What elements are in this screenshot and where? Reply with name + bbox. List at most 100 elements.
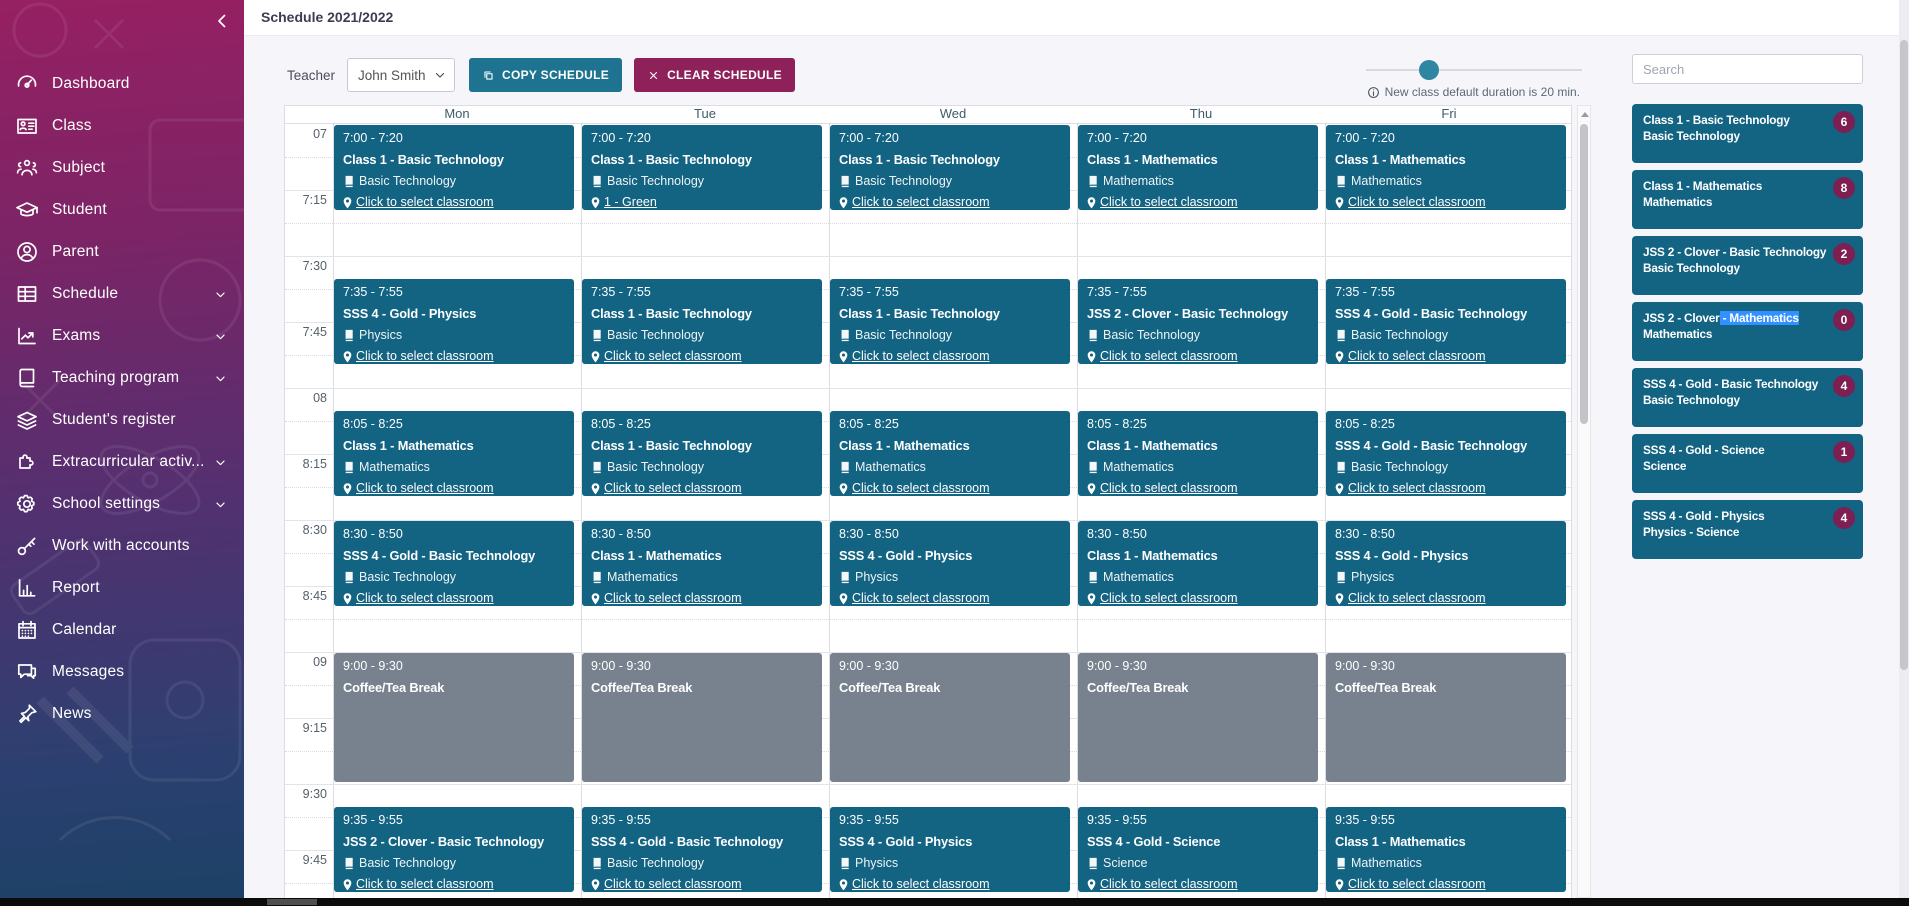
calendar-scrollbar-thumb[interactable]: [1580, 124, 1588, 424]
class-card[interactable]: JSS 2 - Clover - Mathematics Mathematics 0: [1632, 302, 1863, 361]
event-card[interactable]: 7:00 - 7:20 Class 1 - Mathematics Mathemat…: [1078, 125, 1318, 210]
event-card[interactable]: 8:30 - 8:50 SSS 4 - Gold - Basic Technolo…: [334, 521, 574, 606]
classroom-link[interactable]: Click to select classroom: [1087, 876, 1309, 892]
calendar-scrollbar[interactable]: [1577, 105, 1591, 898]
classroom-link[interactable]: Click to select classroom: [591, 876, 813, 892]
page-scrollbar[interactable]: [1899, 0, 1909, 898]
search-input[interactable]: [1632, 54, 1863, 84]
sidebar-item-school-settings[interactable]: School settings: [0, 483, 244, 525]
sidebar-item-schedule[interactable]: Schedule: [0, 273, 244, 315]
event-subject: Basic Technology: [343, 854, 565, 872]
event-card[interactable]: 9:35 - 9:55 SSS 4 - Gold - Science Science…: [1078, 807, 1318, 892]
class-card[interactable]: SSS 4 - Gold - Physics Physics - Science 4: [1632, 500, 1863, 559]
classroom-link[interactable]: Click to select classroom: [839, 480, 1061, 496]
sidebar-item-news[interactable]: News: [0, 693, 244, 735]
event-card[interactable]: 8:30 - 8:50 Class 1 - Mathematics Mathemat…: [1078, 521, 1318, 606]
sidebar-item-parent[interactable]: Parent: [0, 231, 244, 273]
event-card[interactable]: 7:00 - 7:20 Class 1 - Basic Technology Bas…: [582, 125, 822, 210]
sidebar-item-exams[interactable]: Exams: [0, 315, 244, 357]
scroll-up-arrow-icon[interactable]: [1581, 112, 1589, 117]
class-card[interactable]: Class 1 - Mathematics Mathematics 8: [1632, 170, 1863, 229]
classroom-link[interactable]: Click to select classroom: [839, 590, 1061, 606]
event-card[interactable]: 8:30 - 8:50 Class 1 - Mathematics Mathemat…: [582, 521, 822, 606]
classroom-link[interactable]: Click to select classroom: [1087, 590, 1309, 606]
sidebar-item-class[interactable]: Class: [0, 105, 244, 147]
page-scrollbar-thumb[interactable]: [1900, 40, 1908, 670]
sidebar-item-extracurricular-activ[interactable]: Extracurricular activ...: [0, 441, 244, 483]
event-card[interactable]: 8:05 - 8:25 Class 1 - Basic Technology Bas…: [582, 411, 822, 496]
classroom-link[interactable]: Click to select classroom: [1335, 194, 1557, 210]
event-title: SSS 4 - Gold - Physics: [839, 548, 973, 563]
classroom-link[interactable]: Click to select classroom: [343, 194, 565, 210]
event-card[interactable]: 7:35 - 7:55 JSS 2 - Clover - Basic Techno…: [1078, 279, 1318, 364]
classroom-link[interactable]: Click to select classroom: [591, 480, 813, 496]
event-title: Class 1 - Mathematics: [343, 438, 474, 453]
event-card[interactable]: 8:30 - 8:50 SSS 4 - Gold - Physics Physics…: [830, 521, 1070, 606]
classroom-link[interactable]: Click to select classroom: [343, 348, 565, 364]
break-card[interactable]: 9:00 - 9:30 Coffee/Tea Break: [334, 653, 574, 782]
horizontal-scrollbar[interactable]: [0, 898, 1909, 906]
sidebar-item-work-with-accounts[interactable]: Work with accounts: [0, 525, 244, 567]
event-title: JSS 2 - Clover - Basic Technology: [1087, 306, 1289, 321]
classroom-link[interactable]: Click to select classroom: [839, 876, 1061, 892]
classroom-link[interactable]: Click to select classroom: [1335, 876, 1557, 892]
event-card[interactable]: 7:35 - 7:55 Class 1 - Basic Technology Bas…: [582, 279, 822, 364]
horizontal-scrollbar-thumb[interactable]: [267, 899, 317, 905]
copy-schedule-button[interactable]: COPY SCHEDULE: [469, 58, 623, 92]
sidebar-item-messages[interactable]: Messages: [0, 651, 244, 693]
classroom-link[interactable]: Click to select classroom: [1087, 480, 1309, 496]
event-card[interactable]: 8:05 - 8:25 SSS 4 - Gold - Basic Technolo…: [1326, 411, 1566, 496]
class-card[interactable]: JSS 2 - Clover - Basic Technology Basic T…: [1632, 236, 1863, 295]
break-card[interactable]: 9:00 - 9:30 Coffee/Tea Break: [582, 653, 822, 782]
classroom-link[interactable]: Click to select classroom: [1335, 590, 1557, 606]
class-card[interactable]: Class 1 - Basic Technology Basic Technolo…: [1632, 104, 1863, 163]
location-pin-icon: [1335, 592, 1344, 604]
event-card[interactable]: 9:35 - 9:55 SSS 4 - Gold - Basic Technolo…: [582, 807, 822, 892]
event-card[interactable]: 9:35 - 9:55 Class 1 - Mathematics Mathemat…: [1326, 807, 1566, 892]
break-card[interactable]: 9:00 - 9:30 Coffee/Tea Break: [830, 653, 1070, 782]
sidebar-item-calendar[interactable]: Calendar: [0, 609, 244, 651]
event-card[interactable]: 8:05 - 8:25 Class 1 - Mathematics Mathemat…: [334, 411, 574, 496]
clear-schedule-button[interactable]: CLEAR SCHEDULE: [634, 58, 795, 92]
event-card[interactable]: 7:00 - 7:20 Class 1 - Basic Technology Bas…: [334, 125, 574, 210]
event-card[interactable]: 8:05 - 8:25 Class 1 - Mathematics Mathemat…: [1078, 411, 1318, 496]
sidebar-collapse-button[interactable]: [210, 9, 234, 33]
classroom-link[interactable]: 1 - Green: [591, 194, 813, 210]
event-card[interactable]: 9:35 - 9:55 JSS 2 - Clover - Basic Techno…: [334, 807, 574, 892]
class-card[interactable]: SSS 4 - Gold - Science Science 1: [1632, 434, 1863, 493]
event-card[interactable]: 9:35 - 9:55 SSS 4 - Gold - Physics Physics…: [830, 807, 1070, 892]
sidebar-item-student-s-register[interactable]: Student's register: [0, 399, 244, 441]
teacher-select[interactable]: John Smith: [347, 58, 456, 92]
sidebar-item-teaching-program[interactable]: Teaching program: [0, 357, 244, 399]
classroom-link[interactable]: Click to select classroom: [839, 348, 1061, 364]
event-card[interactable]: 7:00 - 7:20 Class 1 - Basic Technology Bas…: [830, 125, 1070, 210]
sidebar-item-subject[interactable]: Subject: [0, 147, 244, 189]
event-time: 8:05 - 8:25: [1335, 417, 1395, 431]
classroom-link[interactable]: Click to select classroom: [343, 480, 565, 496]
sidebar-item-student[interactable]: Student: [0, 189, 244, 231]
event-card[interactable]: 7:35 - 7:55 SSS 4 - Gold - Basic Technolo…: [1326, 279, 1566, 364]
duration-slider-handle[interactable]: [1418, 60, 1439, 80]
classroom-link[interactable]: Click to select classroom: [1335, 480, 1557, 496]
event-card[interactable]: 8:05 - 8:25 Class 1 - Mathematics Mathemat…: [830, 411, 1070, 496]
classroom-link[interactable]: Click to select classroom: [1087, 348, 1309, 364]
classroom-link[interactable]: Click to select classroom: [839, 194, 1061, 210]
event-card[interactable]: 7:00 - 7:20 Class 1 - Mathematics Mathemat…: [1326, 125, 1566, 210]
duration-slider-track[interactable]: [1366, 69, 1582, 71]
sidebar-item-report[interactable]: Report: [0, 567, 244, 609]
sidebar-item-dashboard[interactable]: Dashboard: [0, 63, 244, 105]
class-card[interactable]: SSS 4 - Gold - Basic Technology Basic Tec…: [1632, 368, 1863, 427]
classroom-link[interactable]: Click to select classroom: [591, 348, 813, 364]
classroom-link[interactable]: Click to select classroom: [343, 590, 565, 606]
classroom-link[interactable]: Click to select classroom: [1335, 348, 1557, 364]
classroom-link[interactable]: Click to select classroom: [1087, 194, 1309, 210]
classroom-link[interactable]: Click to select classroom: [343, 876, 565, 892]
break-card[interactable]: 9:00 - 9:30 Coffee/Tea Break: [1326, 653, 1566, 782]
event-title: JSS 2 - Clover - Basic Technology: [343, 834, 545, 849]
event-subject-label: Physics: [1351, 570, 1395, 584]
classroom-link[interactable]: Click to select classroom: [591, 590, 813, 606]
event-card[interactable]: 8:30 - 8:50 SSS 4 - Gold - Physics Physics…: [1326, 521, 1566, 606]
break-card[interactable]: 9:00 - 9:30 Coffee/Tea Break: [1078, 653, 1318, 782]
event-card[interactable]: 7:35 - 7:55 SSS 4 - Gold - Physics Physics…: [334, 279, 574, 364]
event-card[interactable]: 7:35 - 7:55 Class 1 - Basic Technology Bas…: [830, 279, 1070, 364]
